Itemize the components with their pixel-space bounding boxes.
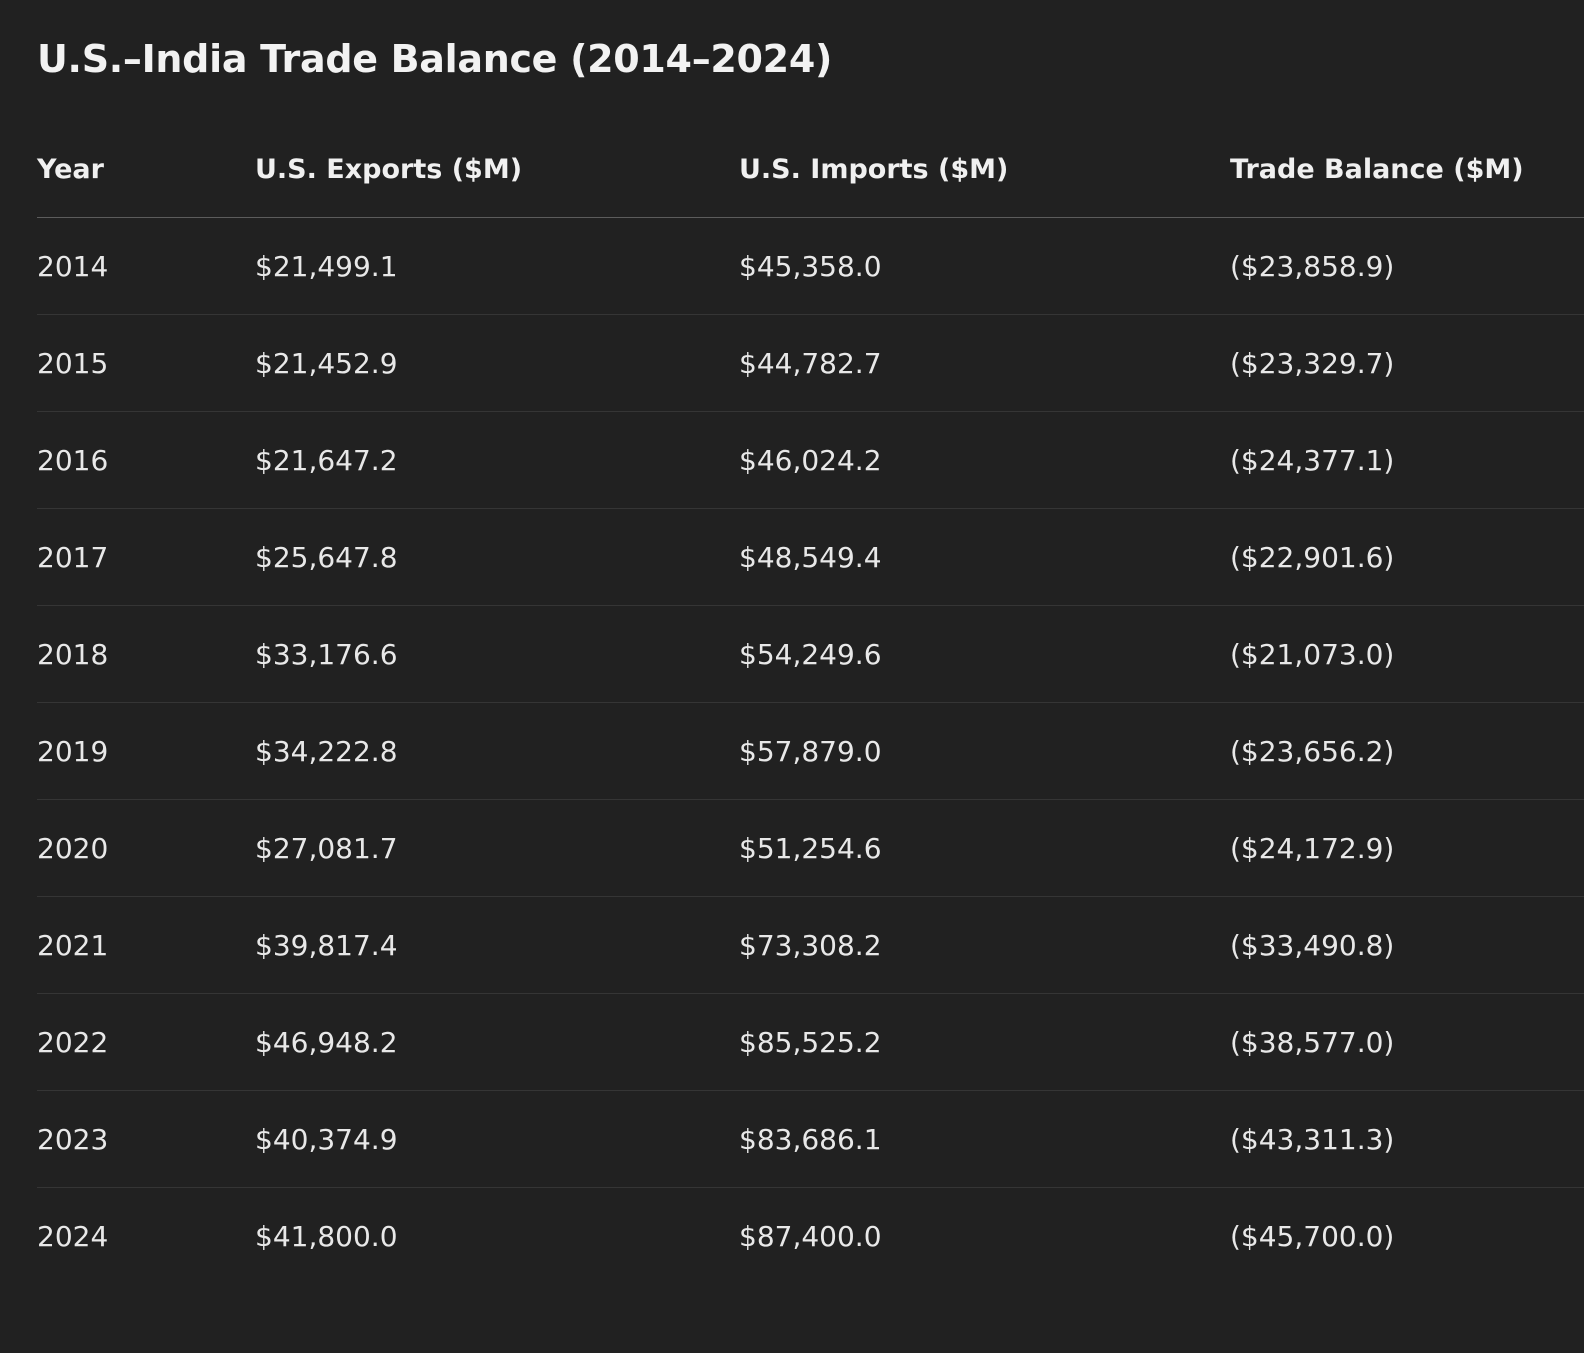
table-row: 2024 $41,800.0 $87,400.0 ($45,700.0): [37, 1188, 1584, 1285]
cell-balance: ($38,577.0): [1230, 993, 1584, 1091]
cell-year: 2024: [37, 1219, 109, 1253]
cell-balance: ($23,656.2): [1230, 702, 1584, 800]
column-header-exports: U.S. Exports ($M): [255, 121, 739, 218]
table-row: 2017 $25,647.8 $48,549.4 ($22,901.6): [37, 508, 1584, 606]
cell-year: 2023: [37, 1090, 255, 1188]
cell-imports: $85,525.2: [739, 993, 1230, 1091]
table-header: Year U.S. Exports ($M) U.S. Imports ($M)…: [37, 121, 1584, 218]
column-header-balance: Trade Balance ($M): [1230, 121, 1584, 218]
trade-table: Year U.S. Exports ($M) U.S. Imports ($M)…: [37, 121, 1584, 1284]
column-header-year: Year: [37, 121, 255, 218]
cell-exports: $40,374.9: [255, 1090, 739, 1188]
cell-year: 2021: [37, 896, 255, 994]
cell-balance: ($23,858.9): [1230, 217, 1584, 315]
table-row: 2019 $34,222.8 $57,879.0 ($23,656.2): [37, 702, 1584, 800]
cell-exports: $27,081.7: [255, 799, 739, 897]
cell-year: 2018: [37, 605, 255, 703]
cell-year: 2016: [37, 411, 255, 509]
cell-balance: ($21,073.0): [1230, 605, 1584, 703]
cell-balance: ($22,901.6): [1230, 508, 1584, 606]
cell-year: 2019: [37, 702, 255, 800]
cell-balance: ($33,490.8): [1230, 896, 1584, 994]
cell-imports: $51,254.6: [739, 799, 1230, 897]
cell-imports: $46,024.2: [739, 411, 1230, 509]
table-row: 2015 $21,452.9 $44,782.7 ($23,329.7): [37, 314, 1584, 412]
cell-exports: $21,452.9: [255, 314, 739, 412]
cell-imports: $54,249.6: [739, 605, 1230, 703]
page-title: U.S.–India Trade Balance (2014–2024): [37, 37, 833, 81]
cell-balance: ($43,311.3): [1230, 1090, 1584, 1188]
cell-exports: $34,222.8: [255, 702, 739, 800]
cell-balance: ($45,700.0): [1230, 1219, 1395, 1253]
cell-exports: $25,647.8: [255, 508, 739, 606]
cell-balance: ($24,172.9): [1230, 799, 1584, 897]
cell-exports: $21,499.1: [255, 217, 739, 315]
cell-year: 2014: [37, 217, 255, 315]
table-body: 2014 $21,499.1 $45,358.0 ($23,858.9) 201…: [37, 217, 1584, 1285]
cell-imports: $73,308.2: [739, 896, 1230, 994]
cell-imports: $45,358.0: [739, 217, 1230, 315]
cell-balance: ($24,377.1): [1230, 411, 1584, 509]
cell-year: 2015: [37, 314, 255, 412]
table-row: 2016 $21,647.2 $46,024.2 ($24,377.1): [37, 411, 1584, 509]
cell-imports: $83,686.1: [739, 1090, 1230, 1188]
cell-year: 2017: [37, 508, 255, 606]
column-header-imports: U.S. Imports ($M): [739, 121, 1230, 218]
cell-exports: $33,176.6: [255, 605, 739, 703]
table-row: 2014 $21,499.1 $45,358.0 ($23,858.9): [37, 217, 1584, 315]
cell-year: 2020: [37, 799, 255, 897]
table-row: 2022 $46,948.2 $85,525.2 ($38,577.0): [37, 993, 1584, 1091]
cell-imports: $87,400.0: [739, 1219, 882, 1253]
cell-year: 2022: [37, 993, 255, 1091]
header-row: Year U.S. Exports ($M) U.S. Imports ($M)…: [37, 121, 1584, 218]
cell-imports: $48,549.4: [739, 508, 1230, 606]
cell-balance: ($23,329.7): [1230, 314, 1584, 412]
cell-exports: $39,817.4: [255, 896, 739, 994]
cell-imports: $44,782.7: [739, 314, 1230, 412]
table-row: 2018 $33,176.6 $54,249.6 ($21,073.0): [37, 605, 1584, 703]
cell-imports: $57,879.0: [739, 702, 1230, 800]
table-row: 2023 $40,374.9 $83,686.1 ($43,311.3): [37, 1090, 1584, 1188]
cell-exports: $41,800.0: [255, 1219, 398, 1253]
cell-exports: $46,948.2: [255, 993, 739, 1091]
table-row: 2021 $39,817.4 $73,308.2 ($33,490.8): [37, 896, 1584, 994]
cell-exports: $21,647.2: [255, 411, 739, 509]
table-row: 2020 $27,081.7 $51,254.6 ($24,172.9): [37, 799, 1584, 897]
